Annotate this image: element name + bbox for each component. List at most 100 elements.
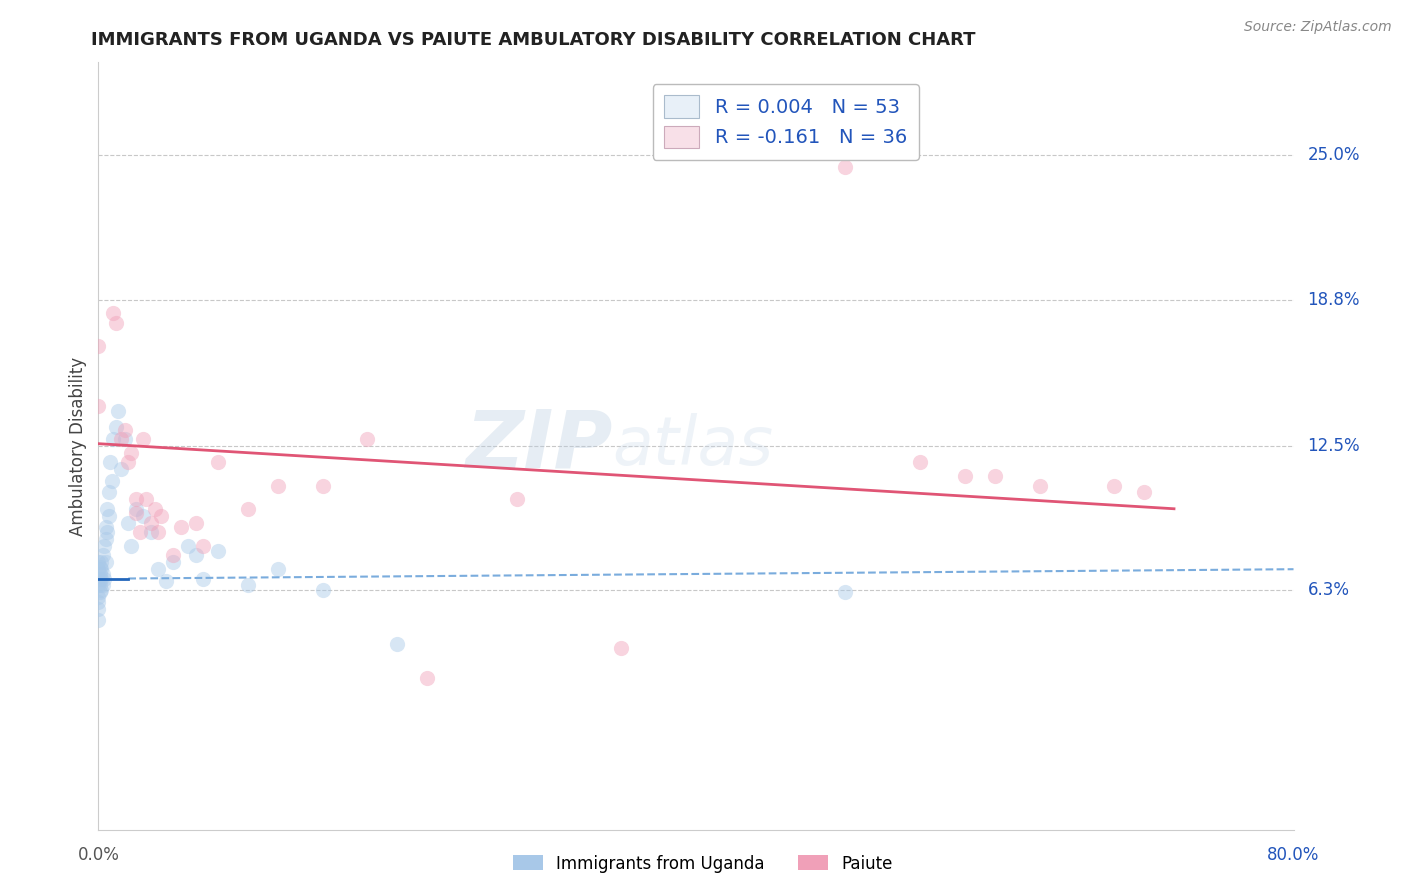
Point bbox=[87, 400, 110, 414]
Point bbox=[90, 555, 112, 569]
Point bbox=[117, 455, 139, 469]
Point bbox=[908, 455, 931, 469]
Point bbox=[207, 543, 229, 558]
Point bbox=[94, 555, 117, 569]
Point bbox=[191, 539, 214, 553]
Point bbox=[1133, 485, 1156, 500]
Point bbox=[103, 432, 125, 446]
Text: 25.0%: 25.0% bbox=[1308, 146, 1360, 164]
Point bbox=[125, 501, 148, 516]
Point bbox=[1028, 478, 1050, 492]
Point bbox=[110, 462, 132, 476]
Point bbox=[97, 485, 120, 500]
Point bbox=[184, 516, 207, 530]
Point bbox=[87, 562, 110, 576]
Point bbox=[91, 578, 114, 592]
Y-axis label: Ambulatory Disability: Ambulatory Disability bbox=[69, 357, 87, 535]
Point bbox=[120, 539, 142, 553]
Point bbox=[117, 516, 139, 530]
Text: 12.5%: 12.5% bbox=[1308, 437, 1360, 455]
Text: ZIP: ZIP bbox=[465, 407, 613, 485]
Point bbox=[132, 508, 155, 523]
Point bbox=[143, 501, 166, 516]
Point bbox=[953, 469, 976, 483]
Point bbox=[162, 555, 184, 569]
Point bbox=[416, 672, 439, 686]
Point bbox=[120, 446, 142, 460]
Point bbox=[96, 524, 118, 539]
Point bbox=[1104, 478, 1126, 492]
Point bbox=[87, 595, 110, 609]
Point bbox=[93, 572, 115, 586]
Point bbox=[155, 574, 177, 588]
Point bbox=[90, 572, 112, 586]
Point bbox=[87, 339, 110, 353]
Point bbox=[267, 478, 290, 492]
Point bbox=[93, 539, 115, 553]
Point bbox=[87, 578, 110, 592]
Point bbox=[114, 432, 136, 446]
Point bbox=[125, 507, 148, 521]
Legend: R = 0.004   N = 53, R = -0.161   N = 36: R = 0.004 N = 53, R = -0.161 N = 36 bbox=[652, 84, 918, 160]
Legend: Immigrants from Uganda, Paiute: Immigrants from Uganda, Paiute bbox=[506, 848, 900, 880]
Point bbox=[311, 478, 333, 492]
Text: IMMIGRANTS FROM UGANDA VS PAIUTE AMBULATORY DISABILITY CORRELATION CHART: IMMIGRANTS FROM UGANDA VS PAIUTE AMBULAT… bbox=[91, 31, 976, 49]
Point bbox=[148, 562, 170, 576]
Point bbox=[148, 524, 170, 539]
Text: 80.0%: 80.0% bbox=[1267, 847, 1320, 864]
Point bbox=[89, 560, 111, 574]
Point bbox=[105, 316, 128, 330]
Point bbox=[834, 160, 856, 174]
Point bbox=[125, 492, 148, 507]
Point bbox=[267, 562, 290, 576]
Point bbox=[162, 548, 184, 562]
Point bbox=[96, 501, 118, 516]
Point bbox=[506, 492, 529, 507]
Point bbox=[184, 548, 207, 562]
Point bbox=[129, 524, 152, 539]
Text: 18.8%: 18.8% bbox=[1308, 291, 1360, 309]
Text: 0.0%: 0.0% bbox=[77, 847, 120, 864]
Point bbox=[984, 469, 1007, 483]
Point bbox=[114, 423, 136, 437]
Point bbox=[87, 572, 110, 586]
Point bbox=[98, 455, 122, 469]
Point bbox=[191, 572, 214, 586]
Point bbox=[87, 590, 110, 604]
Text: atlas: atlas bbox=[613, 413, 773, 479]
Point bbox=[132, 432, 155, 446]
Point bbox=[610, 641, 633, 656]
Point bbox=[105, 420, 128, 434]
Point bbox=[236, 501, 259, 516]
Point bbox=[207, 455, 229, 469]
Point bbox=[103, 306, 125, 320]
Point bbox=[139, 516, 162, 530]
Point bbox=[87, 555, 110, 569]
Point bbox=[135, 492, 157, 507]
Point bbox=[356, 432, 378, 446]
Point bbox=[87, 601, 110, 615]
Point bbox=[834, 585, 856, 599]
Point bbox=[90, 562, 112, 576]
Point bbox=[94, 532, 117, 546]
Point bbox=[177, 539, 200, 553]
Point bbox=[101, 474, 124, 488]
Text: Source: ZipAtlas.com: Source: ZipAtlas.com bbox=[1244, 20, 1392, 34]
Point bbox=[236, 578, 259, 592]
Point bbox=[87, 613, 110, 627]
Point bbox=[139, 524, 162, 539]
Text: 6.3%: 6.3% bbox=[1308, 581, 1350, 599]
Point bbox=[94, 520, 117, 534]
Point bbox=[91, 566, 114, 581]
Point bbox=[97, 508, 120, 523]
Point bbox=[169, 520, 191, 534]
Point bbox=[90, 583, 112, 598]
Point bbox=[89, 578, 111, 592]
Point bbox=[311, 583, 333, 598]
Point bbox=[89, 566, 111, 581]
Point bbox=[89, 585, 111, 599]
Point bbox=[107, 404, 129, 418]
Point bbox=[110, 432, 132, 446]
Point bbox=[91, 548, 114, 562]
Point bbox=[89, 572, 111, 586]
